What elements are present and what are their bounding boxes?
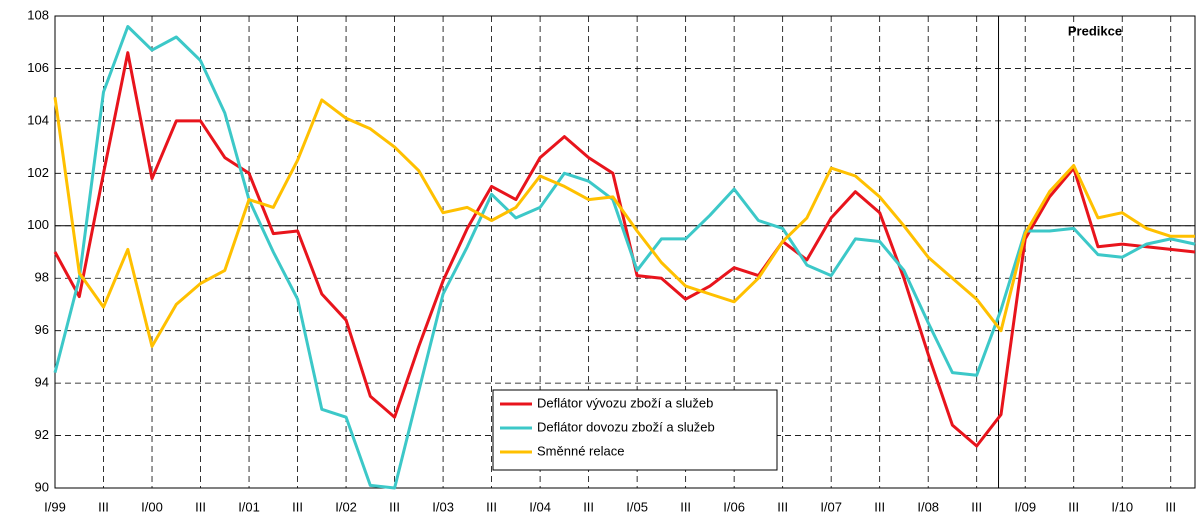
legend-label: Směnné relace [537,443,624,458]
x-tick-label: III [874,499,885,514]
y-tick-label: 106 [27,60,49,75]
x-tick-label: I/02 [335,499,357,514]
x-tick-label: III [292,499,303,514]
y-tick-label: 98 [35,270,49,285]
series-line [53,97,1195,348]
y-tick-label: 92 [35,427,49,442]
x-tick-label: I/05 [626,499,648,514]
x-tick-label: I/99 [44,499,66,514]
y-tick-label: 100 [27,217,49,232]
series-line [53,51,1196,448]
x-tick-label: III [486,499,497,514]
x-tick-label: I/10 [1111,499,1133,514]
x-tick-label: III [1165,499,1176,514]
y-tick-label: 94 [35,375,49,390]
series-line [53,25,1196,490]
y-tick-label: 108 [27,7,49,22]
x-tick-label: I/03 [432,499,454,514]
x-tick-label: I/09 [1014,499,1036,514]
legend-label: Deflátor dovozu zboží a služeb [537,419,715,434]
x-tick-label: III [777,499,788,514]
x-tick-label: III [1068,499,1079,514]
y-tick-label: 104 [27,112,49,127]
legend: Deflátor vývozu zboží a služeb Deflátor d… [492,389,778,471]
annotation: Predikce [1068,23,1122,38]
legend-box [492,389,778,471]
x-tick-label: III [583,499,594,514]
x-tick-label: I/04 [529,499,551,514]
x-tick-label: III [195,499,206,514]
x-tick-label: I/06 [723,499,745,514]
y-tick-label: 90 [35,479,49,494]
x-tick-label: I/01 [238,499,260,514]
x-tick-label: I/07 [820,499,842,514]
x-tick-label: III [98,499,109,514]
x-tick-label: I/00 [141,499,163,514]
x-tick-label: III [680,499,691,514]
x-tick-label: III [971,499,982,514]
y-tick-label: 96 [35,322,49,337]
x-tick-label: III [389,499,400,514]
y-tick-label: 102 [27,165,49,180]
legend-label: Deflátor vývozu zboží a služeb [537,395,713,410]
x-tick-label: I/08 [917,499,939,514]
